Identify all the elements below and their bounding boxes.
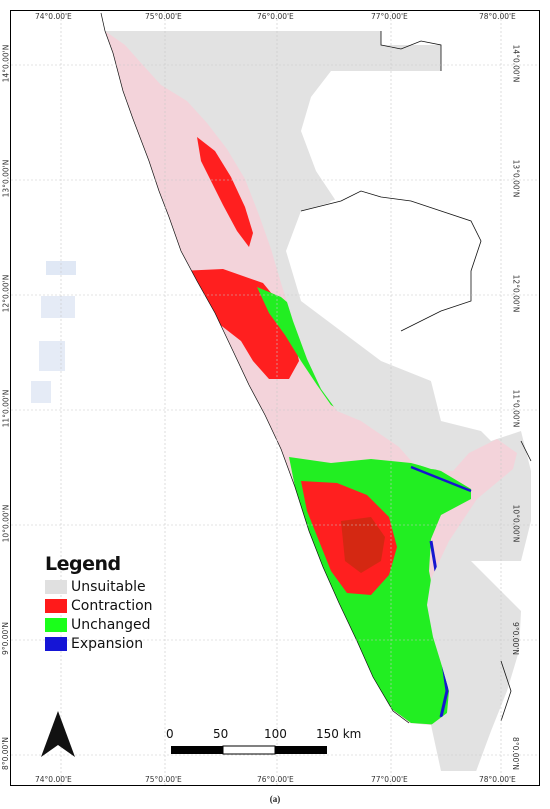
graticule xyxy=(11,11,539,785)
lon-label-top: 75°0.00'E xyxy=(145,12,182,21)
lon-label-top: 78°0.00'E xyxy=(479,12,516,21)
figure-caption: (a) xyxy=(269,794,281,804)
eastern-plains xyxy=(301,13,539,441)
lon-label-top: 76°0.00'E xyxy=(257,12,294,21)
scale-label-150: 150 km xyxy=(316,727,362,741)
legend: Legend Unsuitable Contraction Unchanged … xyxy=(45,553,153,653)
lon-label-bottom: 77°0.00'E xyxy=(371,775,408,784)
lat-label-right: 14°0.00'N xyxy=(511,44,521,83)
north-arrow-icon xyxy=(41,711,75,757)
southern-tip-white xyxy=(471,561,539,785)
contraction-patch-north xyxy=(197,137,253,247)
lon-label-bottom: 74°0.00'E xyxy=(35,775,72,784)
lat-label-left: 11°0.00'N xyxy=(1,389,11,428)
legend-label: Expansion xyxy=(71,635,144,652)
lat-label-left: 14°0.00'N xyxy=(1,44,11,83)
coastline xyxy=(100,12,410,724)
lon-label-bottom: 75°0.00'E xyxy=(145,775,182,784)
lat-label-left: 13°0.00'N xyxy=(1,159,11,198)
legend-item-unchanged: Unchanged xyxy=(45,615,153,634)
state-boundary xyxy=(300,31,532,722)
legend-swatch xyxy=(45,636,67,651)
legend-item-unsuitable: Unsuitable xyxy=(45,577,153,596)
scale-label-0: 0 xyxy=(166,727,174,741)
lon-label-bottom: 76°0.00'E xyxy=(257,775,294,784)
scale-label-50: 50 xyxy=(213,727,229,741)
legend-item-contraction: Contraction xyxy=(45,596,153,615)
expansion-fringe-north xyxy=(410,465,472,493)
lat-label-left: 8°0.00'N xyxy=(0,737,10,770)
legend-label: Contraction xyxy=(71,597,153,614)
lon-label-bottom: 78°0.00'E xyxy=(479,775,516,784)
legend-label: Unsuitable xyxy=(71,578,146,595)
lat-label-right: 13°0.00'N xyxy=(511,159,521,198)
legend-swatch xyxy=(45,617,67,632)
map-frame: 74°0.00'E 75°0.00'E 76°0.00'E 77°0.00'E … xyxy=(1,10,540,786)
offshore-islands xyxy=(31,261,76,403)
lat-label-left: 9°0.00'N xyxy=(0,622,10,655)
lon-label-top: 77°0.00'E xyxy=(371,12,408,21)
contraction-patch-south xyxy=(341,517,385,573)
lat-label-right: 10°0.00'N xyxy=(511,504,521,543)
lat-label-right: 8°0.00'N xyxy=(510,737,520,770)
legend-swatch xyxy=(45,579,67,594)
lon-label-top: 74°0.00'E xyxy=(35,12,72,21)
lat-label-left: 10°0.00'N xyxy=(1,504,11,543)
legend-item-expansion: Expansion xyxy=(45,634,153,653)
legend-title: Legend xyxy=(45,553,121,575)
map-canvas xyxy=(11,11,539,785)
lat-label-right: 11°0.00'N xyxy=(511,389,521,428)
lat-label-left: 12°0.00'N xyxy=(1,274,11,313)
scale-label-100: 100 xyxy=(264,727,287,741)
lat-label-right: 9°0.00'N xyxy=(510,622,520,655)
legend-swatch xyxy=(45,598,67,613)
scale-bar xyxy=(171,745,327,755)
lat-label-right: 12°0.00'N xyxy=(511,274,521,313)
legend-label: Unchanged xyxy=(71,616,151,633)
arabian-sea xyxy=(13,13,439,785)
